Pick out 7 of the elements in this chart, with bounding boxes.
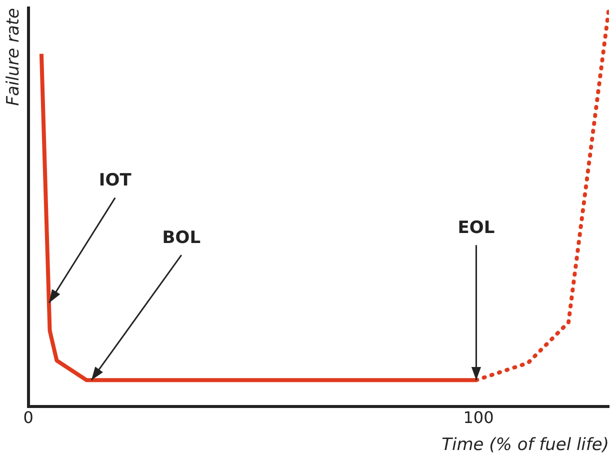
x-tick-label: 100 [463, 408, 494, 428]
x-axis-title: Time (% of fuel life) [442, 435, 609, 456]
annotation: BOL [162, 228, 201, 248]
y-axis-title: Failure rate [4, 8, 24, 106]
x-tick-label: 0 [23, 408, 34, 428]
annotation: IOT [98, 170, 132, 191]
annotation: EOL [458, 218, 495, 238]
